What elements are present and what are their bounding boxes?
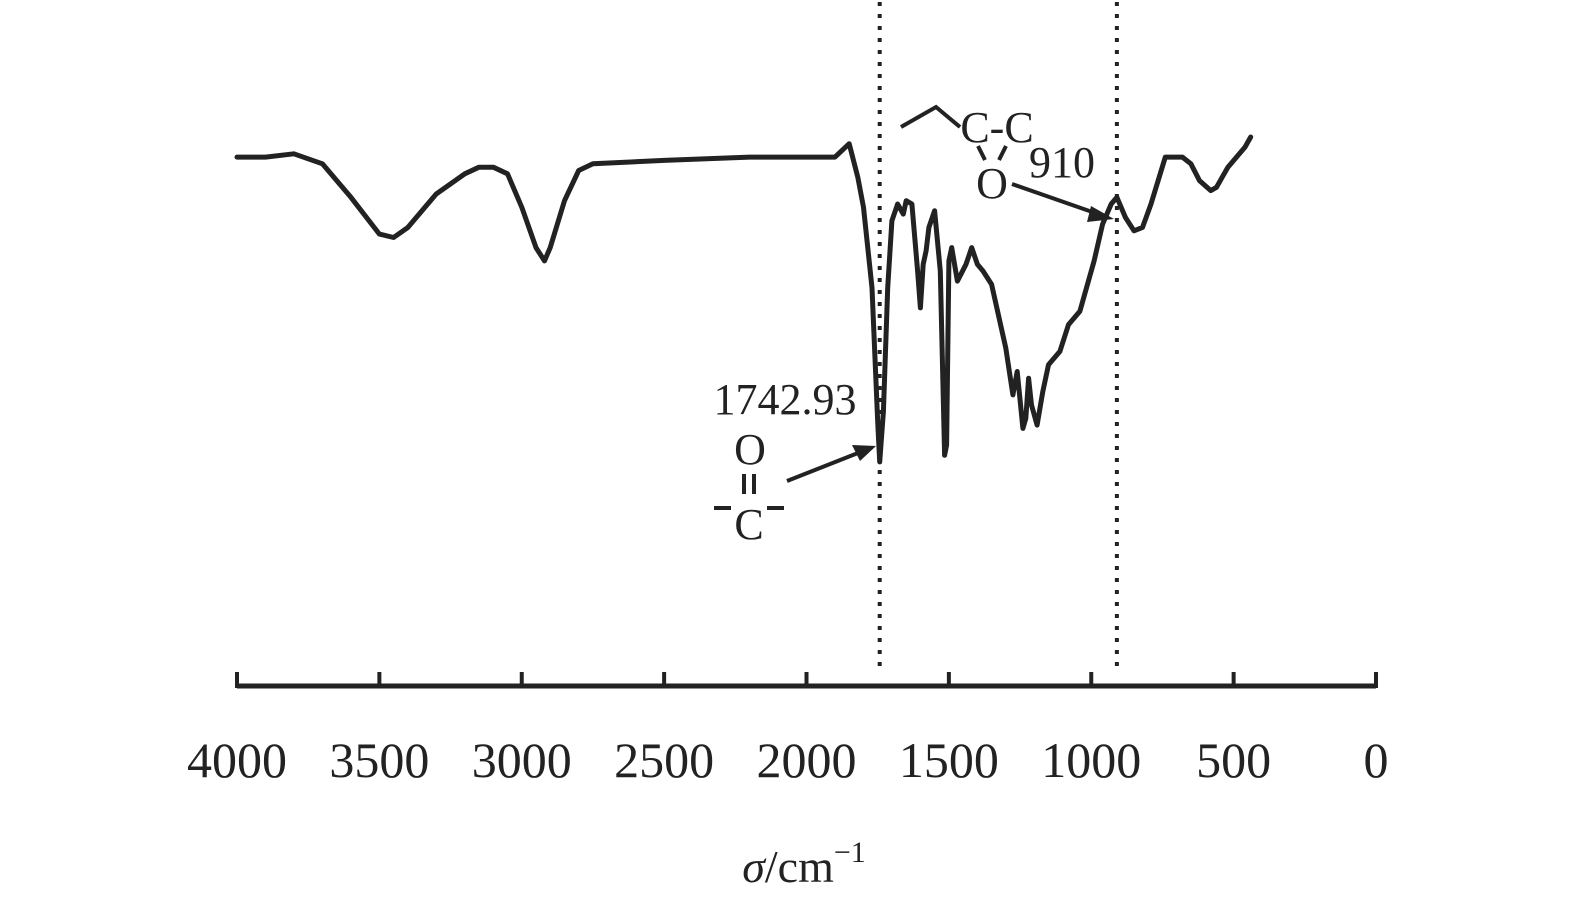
epoxide-ring-bond-left	[976, 145, 987, 161]
reference-lines	[877, 2, 1119, 672]
x-tick-label: 3000	[472, 732, 572, 788]
x-tick-label: 4000	[187, 732, 287, 788]
annotation-arrowhead-epoxide	[1087, 206, 1114, 222]
carbonyl-carbon-label: C	[734, 500, 763, 549]
x-tick-label: 3500	[329, 732, 429, 788]
x-tick-label: 500	[1196, 732, 1271, 788]
x-axis-title-unit: /cm	[765, 841, 834, 892]
annotation-epoxide: C-C O 910	[900, 103, 1114, 222]
annotation-arrow-epoxide	[1011, 182, 1099, 216]
x-axis-title-superscript: −1	[834, 836, 866, 869]
series-line-spectrum	[234, 134, 1254, 465]
annotation-carbonyl: 1742.93 O C	[714, 375, 876, 549]
x-tick-label: 1500	[899, 732, 999, 788]
x-tick-label: 2000	[757, 732, 857, 788]
x-tick-label: 0	[1364, 732, 1389, 788]
annotation-label-carbonyl: 1742.93	[714, 375, 857, 424]
x-tick-labels: 4000 3500 3000 2500 2000 1500 1000 500 0	[187, 732, 1389, 788]
x-axis	[235, 672, 1378, 689]
annotation-arrow-carbonyl	[786, 451, 859, 483]
carbonyl-oxygen-label: O	[734, 425, 766, 474]
x-tick-label: 1000	[1041, 732, 1141, 788]
annotation-arrowhead-carbonyl	[852, 445, 876, 461]
x-axis-title: σ/cm−1	[742, 836, 866, 892]
epoxide-cc-label: C-C	[960, 103, 1033, 152]
x-tick-label: 2500	[614, 732, 714, 788]
annotation-label-epoxide: 910	[1029, 138, 1095, 187]
epoxide-ring-bond-right	[997, 145, 1008, 161]
epoxide-chain-line	[900, 104, 962, 129]
epoxide-oxygen-label: O	[976, 159, 1008, 208]
